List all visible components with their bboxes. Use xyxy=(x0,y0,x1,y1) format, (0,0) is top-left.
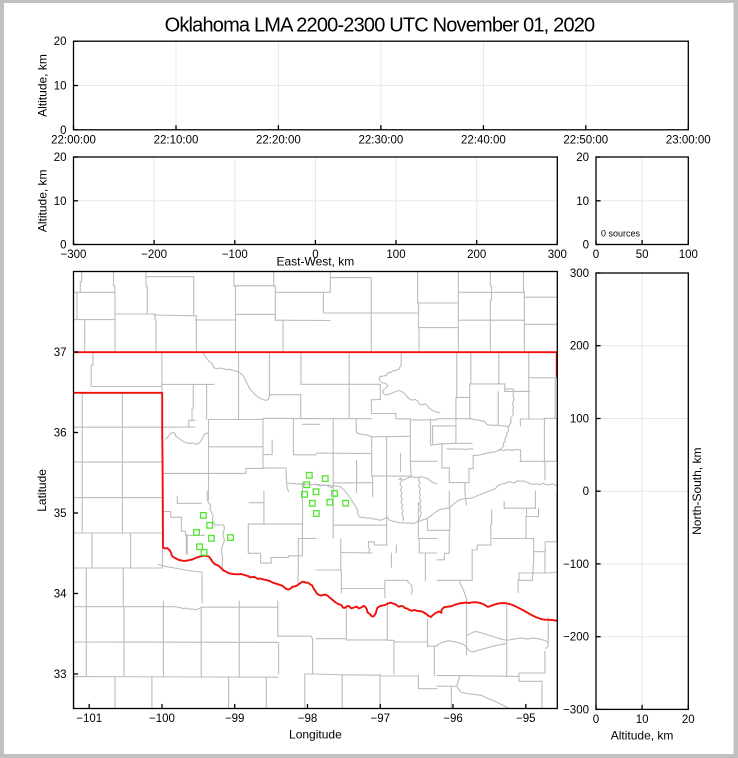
svg-text:22:10:00: 22:10:00 xyxy=(154,134,199,146)
svg-text:0: 0 xyxy=(583,240,589,252)
svg-text:10: 10 xyxy=(54,196,67,208)
svg-text:22:50:00: 22:50:00 xyxy=(563,134,608,146)
svg-text:37: 37 xyxy=(54,347,67,359)
svg-text:0: 0 xyxy=(60,125,66,137)
svg-text:0: 0 xyxy=(593,714,599,726)
svg-text:−200: −200 xyxy=(563,632,589,644)
svg-text:Altitude, km: Altitude, km xyxy=(611,728,674,742)
svg-text:−99: −99 xyxy=(225,713,245,725)
svg-text:−95: −95 xyxy=(516,713,536,725)
svg-text:34: 34 xyxy=(54,589,67,601)
svg-text:100: 100 xyxy=(386,249,405,261)
svg-text:−101: −101 xyxy=(76,713,102,725)
svg-text:10: 10 xyxy=(576,196,589,208)
svg-text:Altitude, km: Altitude, km xyxy=(36,169,50,232)
svg-text:22:40:00: 22:40:00 xyxy=(461,134,506,146)
svg-text:Altitude, km: Altitude, km xyxy=(36,54,50,117)
svg-text:20: 20 xyxy=(54,36,67,48)
svg-text:−200: −200 xyxy=(141,249,167,261)
svg-text:North-South, km: North-South, km xyxy=(690,448,704,535)
svg-text:100: 100 xyxy=(570,414,589,426)
svg-text:200: 200 xyxy=(467,249,486,261)
svg-text:10: 10 xyxy=(636,714,649,726)
svg-text:−97: −97 xyxy=(371,713,391,725)
svg-text:Longitude: Longitude xyxy=(289,728,342,742)
svg-text:−100: −100 xyxy=(149,713,175,725)
svg-text:Oklahoma LMA 2200-2300 UTC Nov: Oklahoma LMA 2200-2300 UTC November 01, … xyxy=(165,15,595,37)
svg-text:0: 0 xyxy=(593,249,599,261)
svg-text:23:00:00: 23:00:00 xyxy=(666,134,711,146)
svg-text:−98: −98 xyxy=(298,713,318,725)
svg-text:East-West, km: East-West, km xyxy=(277,254,355,268)
svg-text:−300: −300 xyxy=(61,249,87,261)
svg-text:0: 0 xyxy=(60,240,66,252)
svg-text:20: 20 xyxy=(576,152,589,164)
svg-text:100: 100 xyxy=(679,249,698,261)
svg-text:20: 20 xyxy=(682,714,695,726)
svg-text:33: 33 xyxy=(54,669,67,681)
svg-text:22:00:00: 22:00:00 xyxy=(51,134,96,146)
svg-text:200: 200 xyxy=(570,341,589,353)
svg-text:50: 50 xyxy=(636,249,649,261)
svg-text:20: 20 xyxy=(54,152,67,164)
svg-text:36: 36 xyxy=(54,428,67,440)
svg-text:10: 10 xyxy=(54,81,67,93)
svg-text:−100: −100 xyxy=(563,559,589,571)
svg-text:−300: −300 xyxy=(563,704,589,716)
svg-text:−100: −100 xyxy=(222,249,248,261)
svg-text:Latitude: Latitude xyxy=(35,469,49,512)
svg-text:0: 0 xyxy=(583,486,589,498)
svg-text:−96: −96 xyxy=(443,713,463,725)
svg-text:300: 300 xyxy=(548,249,567,261)
svg-text:22:30:00: 22:30:00 xyxy=(359,134,404,146)
svg-text:22:20:00: 22:20:00 xyxy=(256,134,301,146)
svg-text:0: 0 xyxy=(312,249,318,261)
svg-text:35: 35 xyxy=(54,508,67,520)
svg-text:0 sources: 0 sources xyxy=(601,229,641,239)
svg-text:300: 300 xyxy=(570,268,589,280)
